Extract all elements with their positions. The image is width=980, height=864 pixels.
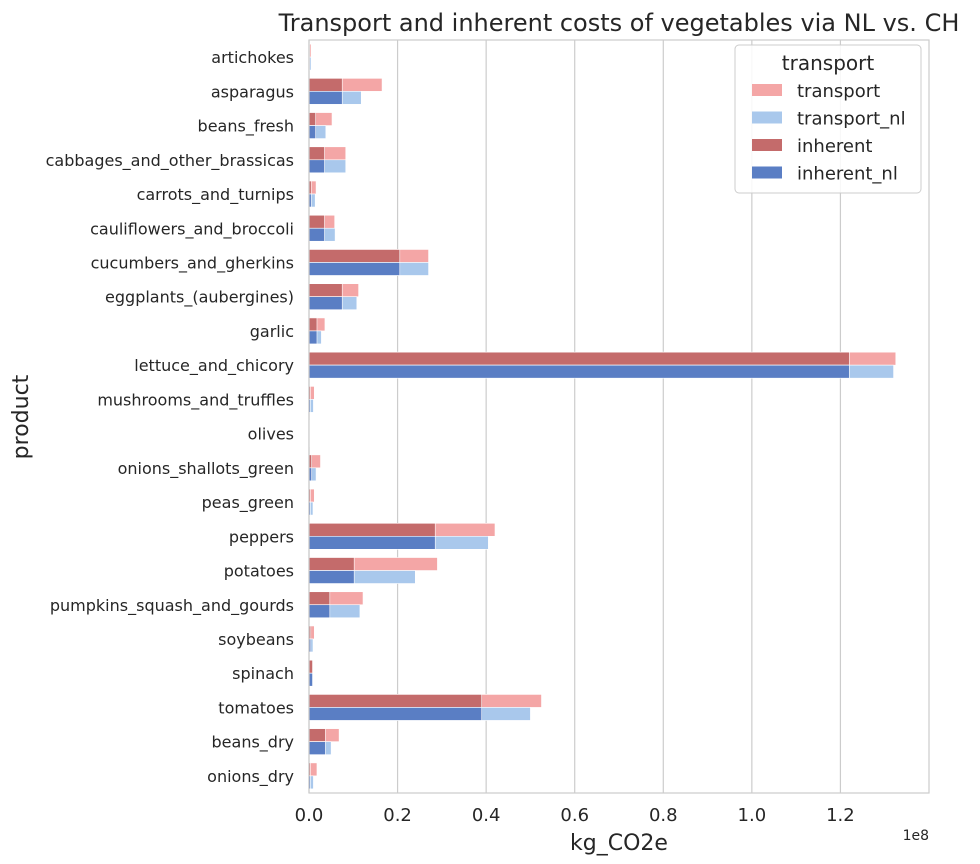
- legend-frame: [734, 44, 922, 194]
- x-tick-label: 0.6: [560, 805, 589, 826]
- y-tick-label: eggplants_(aubergines): [105, 288, 294, 308]
- legend-label: inherent_nl: [797, 164, 898, 185]
- legend-label: transport_nl: [797, 109, 906, 130]
- bar-inherent: [308, 694, 483, 708]
- y-tick-label: peas_green: [202, 493, 294, 513]
- x-tick-labels: 0.0 0.2 0.4 0.6 0.8 1.0 1.2: [295, 805, 855, 826]
- legend-swatch-transport: [752, 84, 782, 96]
- legend: transport transport transport_nl inherent i…: [734, 44, 922, 194]
- y-tick-label: carrots_and_turnips: [137, 185, 294, 205]
- x-scale-label: 1e8: [903, 828, 929, 844]
- chart-title: Transport and inherent costs of vegetabl…: [278, 9, 960, 37]
- bar-inherent: [308, 283, 343, 298]
- bar-inherent_nl: [308, 364, 850, 379]
- bar-inherent: [308, 317, 318, 332]
- bar-inherent: [308, 78, 343, 92]
- legend-title: transport: [782, 51, 875, 75]
- x-tick-label: 1.2: [826, 805, 855, 826]
- bar-inherent: [308, 522, 436, 537]
- legend-items: transport transport_nl inherent inherent_nl: [752, 81, 906, 185]
- legend-swatch-inherent: [752, 139, 782, 151]
- x-tick-label: 1.0: [738, 805, 767, 826]
- y-tick-label: cauliflowers_and_broccoli: [90, 219, 294, 239]
- plot-frame: [308, 39, 930, 794]
- y-tick-label: garlic: [250, 322, 294, 341]
- x-tick-label: 0.4: [472, 805, 501, 826]
- y-tick-label: soybeans: [218, 630, 294, 649]
- bar-inherent: [308, 112, 316, 126]
- y-tick-label: beans_fresh: [198, 117, 294, 137]
- y-tick-labels: artichokes asparagus beans_fresh cabbages_a…: [46, 48, 294, 787]
- y-tick-label: cucumbers_and_gherkins: [91, 253, 294, 273]
- bar-inherent_nl: [308, 604, 331, 619]
- y-tick-label: peppers: [229, 527, 294, 546]
- y-tick-label: onions_shallots_green: [118, 459, 294, 479]
- bar-inherent_nl: [308, 296, 343, 311]
- bar-inherent_nl: [308, 125, 316, 139]
- legend-label: inherent: [797, 136, 872, 157]
- y-tick-label: artichokes: [211, 48, 294, 67]
- y-tick-label: spinach: [232, 664, 294, 683]
- y-tick-label: pumpkins_squash_and_gourds: [50, 596, 294, 616]
- y-axis-label: product: [9, 374, 34, 459]
- bar-inherent_nl: [308, 741, 326, 755]
- bar-inherent: [308, 557, 355, 571]
- legend-swatch-inherent_nl: [752, 166, 782, 179]
- y-tick-label: olives: [248, 425, 294, 444]
- bar-inherent_nl: [308, 707, 483, 721]
- x-tick-label: 0.0: [295, 805, 324, 826]
- y-tick-label: mushrooms_and_truffles: [97, 390, 294, 410]
- x-tick-label: 0.2: [383, 805, 412, 826]
- y-tick-label: potatoes: [224, 562, 294, 581]
- y-tick-label: tomatoes: [218, 698, 294, 717]
- bar-inherent_nl: [308, 330, 318, 345]
- bar-inherent_nl: [308, 159, 325, 174]
- legend-swatch-transport_nl: [752, 111, 782, 124]
- x-tick-label: 0.8: [649, 805, 678, 826]
- bar-inherent: [308, 146, 325, 161]
- y-tick-label: beans_dry: [212, 733, 294, 753]
- y-tick-label: asparagus: [211, 82, 294, 101]
- x-axis-label: kg_CO2e: [570, 831, 668, 856]
- bar-inherent: [308, 728, 326, 742]
- bar-inherent: [308, 214, 325, 229]
- bar-inherent_nl: [308, 570, 355, 584]
- bar-inherent_nl: [308, 91, 343, 105]
- legend-label: transport: [797, 81, 880, 102]
- y-tick-label: cabbages_and_other_brassicas: [46, 151, 294, 171]
- bar-inherent: [308, 351, 850, 366]
- y-tick-label: lettuce_and_chicory: [134, 356, 294, 376]
- bar-inherent_nl: [308, 535, 436, 550]
- bar-inherent_nl: [308, 227, 325, 242]
- bar-inherent: [308, 591, 331, 606]
- bars: [308, 43, 897, 790]
- y-tick-label: onions_dry: [207, 767, 294, 787]
- bar-inherent_nl: [308, 262, 401, 276]
- bar-inherent: [308, 249, 401, 263]
